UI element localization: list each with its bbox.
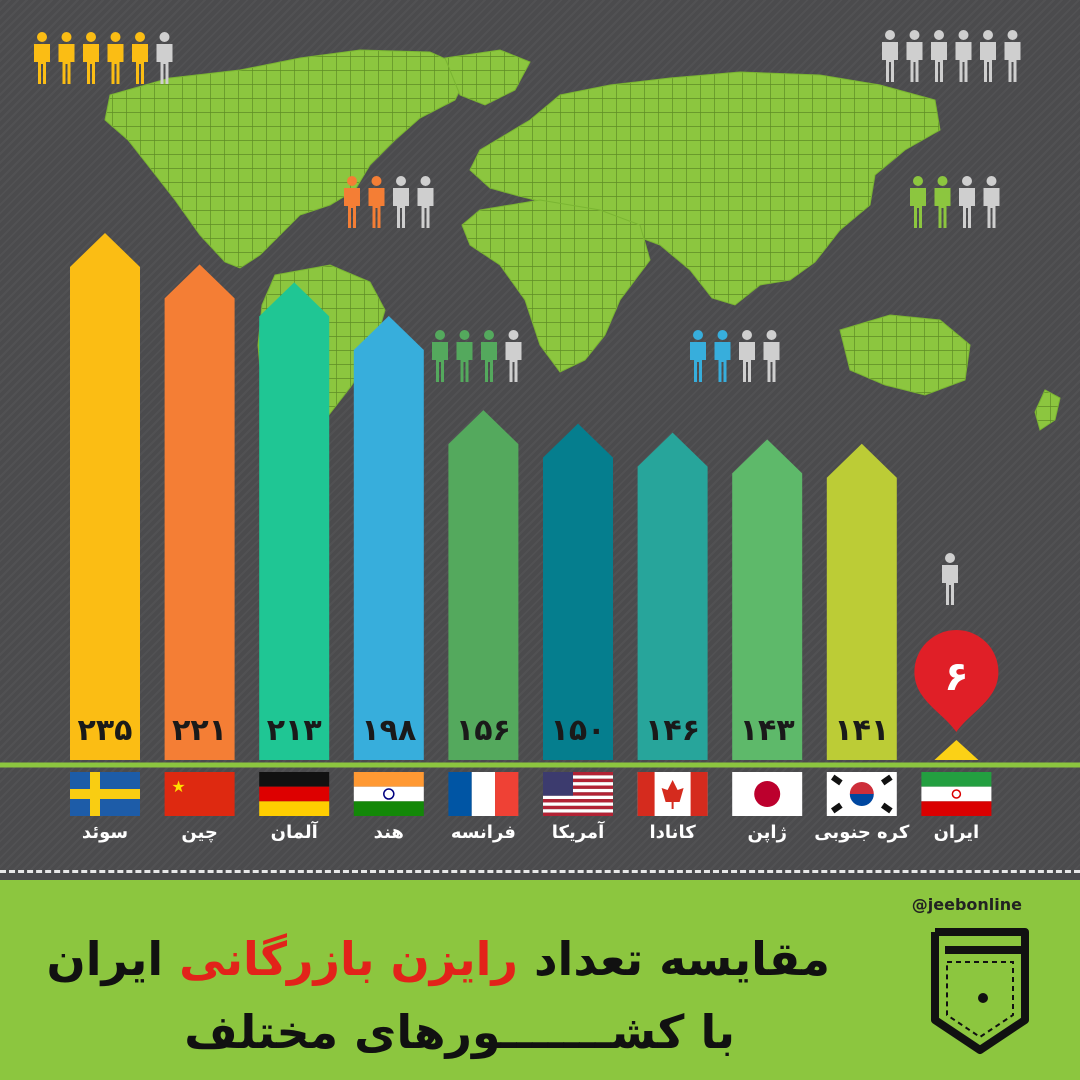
france-flag: [448, 772, 518, 816]
category-label: هند: [374, 822, 404, 843]
bar-value-label: ۱۴۳: [740, 713, 795, 748]
person-icon: [457, 330, 473, 382]
bar-chart: ★ ۲۳۵ سوئد ۲۲۱ چین ۲۱۳ آلمان ۱۹۸ هند ۱۵۶ فرانسه ۱۵…: [0, 0, 1080, 870]
person-icon: [1005, 30, 1021, 82]
bar-value-label: ۲۱۳: [267, 713, 322, 748]
person-icon: [418, 176, 434, 228]
person-icon: [910, 176, 926, 228]
person-icon: [369, 176, 385, 228]
category-label: آمریکا: [552, 820, 605, 843]
canada-flag: [638, 772, 708, 816]
person-icon: [980, 30, 996, 82]
category-label: سوئد: [82, 822, 128, 843]
bar-value-label: ۲۲۱: [172, 713, 227, 748]
person-icon: [393, 176, 409, 228]
person-icon: [344, 176, 360, 228]
person-icon: [931, 30, 947, 82]
bar: [543, 424, 613, 760]
instagram-handle: @jeebonline: [912, 895, 1022, 914]
bar-value-label: ۱۵۶: [456, 713, 511, 748]
category-label: فرانسه: [451, 822, 516, 843]
person-icon: [882, 30, 898, 82]
title-accent: رایزن بازرگانی: [179, 932, 518, 986]
person-icon: [83, 32, 99, 84]
svg-text:★: ★: [171, 777, 185, 796]
south-korea-flag: [827, 772, 897, 816]
person-icon: [690, 330, 706, 382]
infographic-stage: ★ ۲۳۵ سوئد ۲۲۱ چین ۲۱۳ آلمان ۱۹۸ هند ۱۵۶ فرانسه ۱۵…: [0, 0, 1080, 870]
sweden-flag: [70, 772, 140, 816]
person-icon: [34, 32, 50, 84]
person-icon: [907, 30, 923, 82]
person-icon: [956, 30, 972, 82]
category-label: کانادا: [650, 822, 697, 843]
category-label: ایران: [934, 822, 980, 843]
person-icon: [506, 330, 522, 382]
subtitle: با کشـــــــورهای مختلف: [184, 1005, 735, 1059]
bar: [638, 433, 708, 760]
person-icon: [432, 330, 448, 382]
germany-flag: [259, 772, 329, 816]
category-label: کره جنوبی: [814, 822, 910, 843]
india-flag: [354, 772, 424, 816]
person-icon: [739, 330, 755, 382]
bar: [934, 740, 978, 760]
person-icon: [715, 330, 731, 382]
person-icon: [942, 553, 958, 605]
bar: [732, 439, 802, 760]
main-title: مقایسه تعداد رایزن بازرگانی ایران: [46, 932, 830, 986]
bar: [70, 233, 140, 760]
person-icon: [157, 32, 173, 84]
category-label: چین: [181, 822, 218, 843]
usa-flag: [543, 772, 613, 816]
bar-value-label: ۶: [944, 654, 968, 700]
person-icon: [984, 176, 1000, 228]
bar-value-label: ۱۵۰: [551, 713, 606, 748]
bar-value-label: ۱۴۶: [645, 713, 700, 748]
person-icon: [764, 330, 780, 382]
japan-flag: [732, 772, 802, 816]
title-part2: ایران: [46, 932, 179, 986]
bar-value-label: ۱۴۱: [834, 713, 889, 748]
category-label: ژاپن: [747, 822, 787, 843]
iran-flag: [921, 772, 991, 816]
person-icon: [59, 32, 75, 84]
category-label: آلمان: [271, 820, 319, 843]
person-icon: [132, 32, 148, 84]
bar: [165, 264, 235, 760]
china-flag: ★: [165, 772, 235, 816]
person-icon: [935, 176, 951, 228]
person-icon: [481, 330, 497, 382]
person-icon: [959, 176, 975, 228]
bar-value-label: ۲۳۵: [78, 713, 133, 748]
person-icon: [108, 32, 124, 84]
title-part1: مقایسه تعداد: [518, 932, 830, 986]
jeeb-pocket-logo-icon: [925, 920, 1035, 1060]
bar-value-label: ۱۹۸: [361, 713, 416, 748]
bar: [448, 410, 518, 760]
dashed-divider-top: [0, 870, 1080, 873]
bar: [259, 282, 329, 760]
bar: [354, 316, 424, 760]
